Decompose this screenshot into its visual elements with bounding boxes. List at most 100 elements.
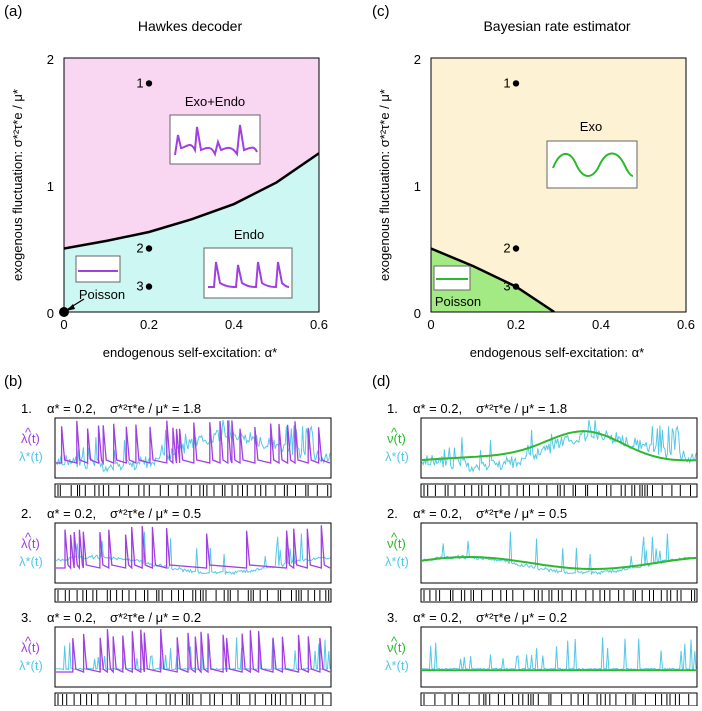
row-1-alpha: α* = 0.2, [413,401,462,416]
row-3-alpha: α* = 0.2, [413,610,462,625]
c-point-3 [512,283,520,290]
xtick-c-06: 0.6 [677,317,695,332]
row-1-spikes [57,485,329,496]
panel-c-yticks: 0 1 2 [414,52,421,321]
row-3-spikes [57,694,324,705]
panel-b-rows: 1. α* = 0.2, σ*²τ*e / μ* = 1.8^λ(t)λ*(t)2.… [19,401,332,707]
label-endo: Endo [234,227,264,242]
row-3-sigma: σ*²τ*e / μ* = 0.2 [110,610,201,625]
label-poisson-c: Poisson [435,294,481,309]
panel-c-label: (c) [372,3,390,20]
ytick-2: 2 [47,52,54,67]
row-1-est-legend: ν(t) [387,431,406,446]
row-2-est-hat: ^ [391,530,398,545]
row-3-est-legend: λ(t) [21,640,40,655]
ytick-c-0: 0 [414,306,421,321]
row-2-number: 2. [387,506,398,521]
row-2-spikes [57,590,330,601]
c-point-1 [512,80,520,87]
row-2-spike-raster [420,588,698,603]
region-poisson-fill [431,248,555,312]
panel-b-label: (b) [4,373,22,390]
row-1-est-hat: ^ [391,425,398,440]
row-2-sigma: σ*²τ*e / μ* = 0.5 [476,506,567,521]
row-2-estimate [421,556,697,570]
panel-a-yticks: 0 1 2 [47,52,54,321]
row-2-est-legend: λ(t) [21,536,40,551]
row-2-alpha: α* = 0.2, [413,506,462,521]
ytick-1: 1 [47,179,54,194]
row-1-plot-frame [420,417,698,479]
panel-a-xticks: 0 0.2 0.4 0.6 [60,317,328,332]
row-3-number: 3. [387,610,398,625]
panel-a-points: 1 2 3 [136,75,153,294]
row-1-estimate [56,420,331,466]
inset-endo-trace [208,261,290,289]
label-exo: Exo [580,119,602,134]
row-1-spike-raster [420,483,698,498]
c-point-2 [512,245,520,252]
a-point-3 [145,283,153,290]
row-1-number: 1. [21,401,32,416]
a-point-label-1: 1 [136,75,143,90]
row-3-alpha: α* = 0.2, [47,610,96,625]
row-1-est-legend: λ(t) [21,431,40,446]
row-3-number: 3. [21,610,32,625]
row-3-true-legend: λ*(t) [385,658,409,673]
inset-exo-endo-trace [174,124,258,158]
row-3-est-legend: ν(t) [387,640,406,655]
panel-c-points: 1 2 3 [503,75,520,294]
xtick-06: 0.6 [310,317,328,332]
row-3-spikes [423,694,690,705]
c-point-label-1: 1 [503,75,510,90]
row-1-true-rate [55,419,331,474]
row-3-true-rate [56,637,331,671]
phase-boundary-c [431,247,555,312]
panel-d-rows: 1. α* = 0.2, σ*²τ*e / μ* = 1.8^ν(t)λ*(t)2.… [385,401,698,707]
row-2-est-hat: ^ [25,530,32,545]
panel-c-title: Bayesian rate estimator [483,18,630,34]
a-point-label-3: 3 [136,279,143,294]
xtick-c-04: 0.4 [592,317,610,332]
row-3-est-hat: ^ [391,634,398,649]
a-point-1 [145,80,153,87]
panel-a-title: Hawkes decoder [138,18,243,34]
ytick-c-2: 2 [414,52,421,67]
panel-a-xlabel: endogenous self-excitation: α* [103,345,277,360]
row-1-sigma: σ*²τ*e / μ* = 1.8 [476,401,567,416]
panel-a-frame [63,57,320,313]
row-3-true-rate [422,637,697,671]
row-1-number: 1. [387,401,398,416]
row-3-plot-frame [420,626,698,688]
row-2-estimate [56,525,331,570]
row-2-est-legend: ν(t) [387,536,406,551]
row-1-true-legend: λ*(t) [19,449,43,464]
origin-point [59,307,69,317]
label-poisson-a: Poisson [79,287,125,302]
row-1-true-rate [421,419,697,474]
row-1-estimate [421,430,697,462]
row-2-spikes [423,590,696,601]
row-1-spikes [423,485,691,496]
ytick-c-1: 1 [414,179,421,194]
label-exo-endo: Exo+Endo [185,94,245,109]
panel-c-ylabel: exogenous fluctuation: σ*²τ*e / μ* [377,89,392,281]
inset-exo-endo [169,114,261,165]
row-3-est-hat: ^ [25,634,32,649]
panel-a-ylabel: exogenous fluctuation: σ*²τ*e / μ* [10,89,25,281]
panel-d-label: (d) [372,373,390,390]
ytick-0: 0 [47,306,54,321]
c-point-label-3: 3 [503,279,510,294]
inset-exo-trace [552,152,634,177]
inset-poisson-a [75,255,121,283]
row-3-estimate [56,628,331,674]
row-1-spike-raster [54,483,332,498]
panel-c-xlabel: endogenous self-excitation: α* [470,345,644,360]
poisson-arrowhead [66,304,75,311]
row-3-plot-frame [54,626,332,688]
xtick-c-0: 0 [427,317,434,332]
xtick-02: 0.2 [140,317,158,332]
row-1-est-hat: ^ [25,425,32,440]
row-1-sigma: σ*²τ*e / μ* = 1.8 [110,401,201,416]
